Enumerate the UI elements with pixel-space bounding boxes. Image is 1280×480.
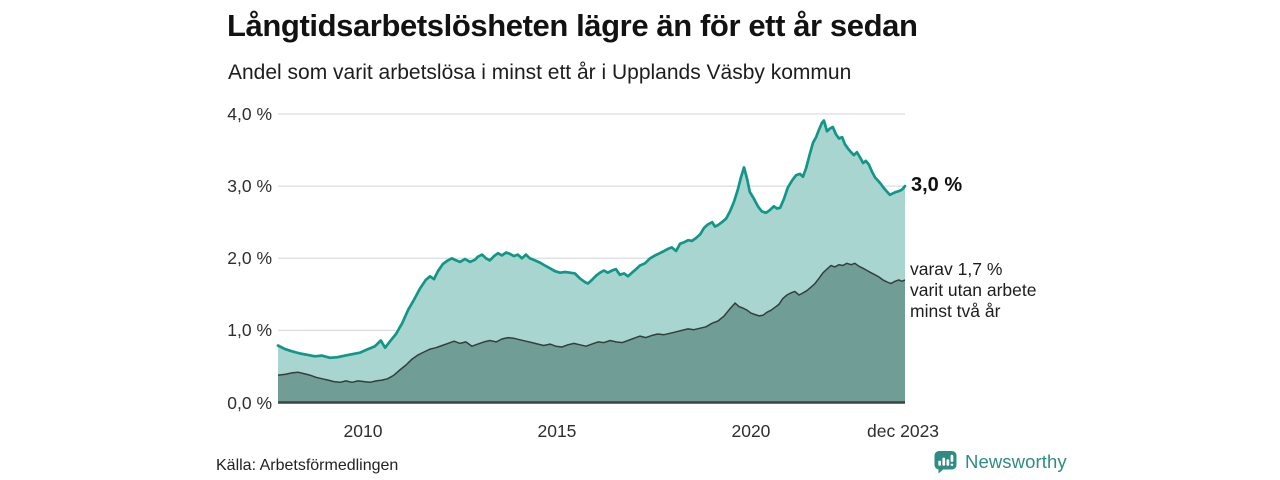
y-tick-label: 4,0 %: [227, 104, 272, 124]
source-credit: Källa: Arbetsförmedlingen: [216, 457, 399, 474]
page-title: Långtidsarbetslösheten lägre än för ett …: [227, 8, 918, 43]
secondary-annotation: varav 1,7 % varit utan arbete minst två …: [910, 259, 1037, 321]
y-tick-label: 1,0 %: [227, 320, 272, 341]
x-tick-label: 2015: [537, 421, 577, 441]
y-tick-label: 0,0 %: [227, 392, 272, 413]
chart-series: [276, 119, 907, 403]
x-tick-label: 2010: [343, 421, 383, 441]
y-tick-label: 3,0 %: [227, 176, 272, 197]
x-tick-label: dec 2023: [867, 421, 940, 441]
line-one-year: [276, 119, 907, 360]
newsworthy-logo-icon: [934, 450, 957, 474]
page-subtitle: Andel som varit arbetslösa i minst ett å…: [228, 61, 852, 84]
y-tick-label: 2,0 %: [227, 248, 272, 269]
line-two-years: [277, 262, 906, 384]
brand-name: Newsworthy: [965, 451, 1067, 472]
brand-lockup: Newsworthy: [934, 450, 1067, 474]
end-value-annotation: 3,0 %: [911, 174, 963, 196]
area-two-years: [278, 263, 905, 403]
x-tick-label: 2020: [731, 421, 771, 441]
